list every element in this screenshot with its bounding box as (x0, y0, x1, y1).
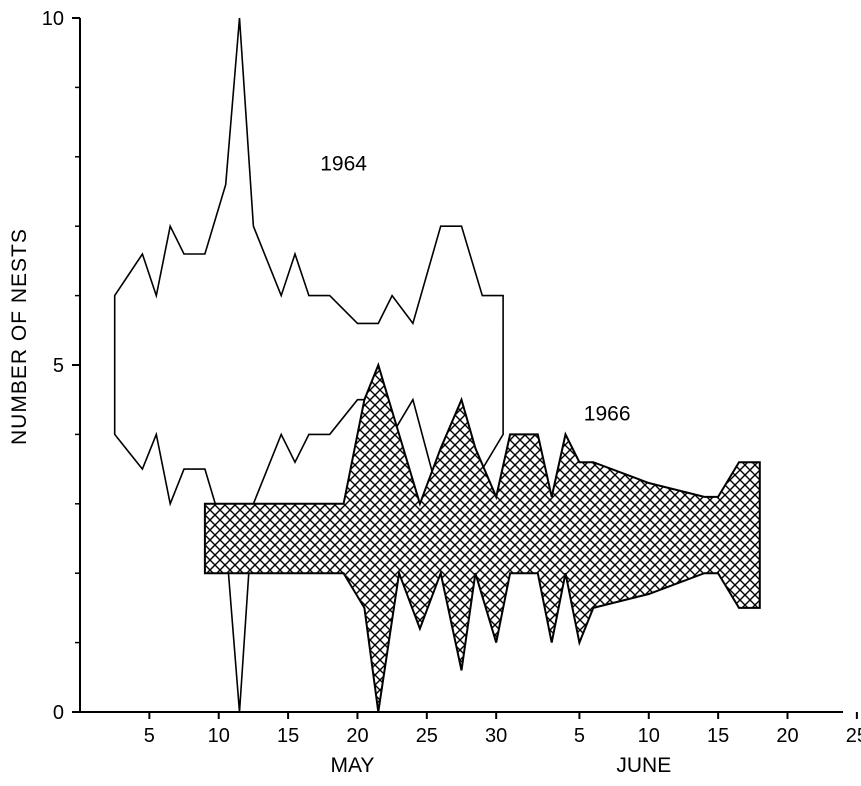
y-tick-label: 0 (53, 702, 64, 724)
x-tick-label: 20 (776, 725, 798, 747)
y-tick-label: 10 (42, 8, 64, 30)
x-tick-label: 15 (277, 725, 299, 747)
ticks: 0 5 10 5 10 15 20 25 30 5 10 15 20 25 (42, 8, 861, 747)
x-tick-label: 10 (208, 725, 230, 747)
y-tick-label: 5 (53, 355, 64, 377)
y-axis-title: NUMBER OF NESTS (8, 228, 31, 445)
x-tick-label: 10 (638, 725, 660, 747)
series-1964-envelope (113, 17, 504, 713)
x-tick-label: 5 (144, 725, 155, 747)
series-layer (113, 17, 761, 713)
series-1966-envelope (203, 361, 761, 713)
x-tick-label: 15 (707, 725, 729, 747)
x-tick-label: 5 (574, 725, 585, 747)
series-label-1966: 1966 (584, 403, 631, 426)
x-tick-label: 25 (416, 725, 438, 747)
x-tick-label: 30 (485, 725, 507, 747)
x-tick-label: 20 (346, 725, 368, 747)
month-label: JUNE (616, 754, 671, 777)
labels: NUMBER OF NESTS MAY JUNE 1964 1966 (8, 153, 671, 777)
series-label-1964: 1964 (320, 153, 367, 176)
month-label: MAY (330, 754, 374, 777)
x-tick-label: 25 (846, 725, 861, 747)
